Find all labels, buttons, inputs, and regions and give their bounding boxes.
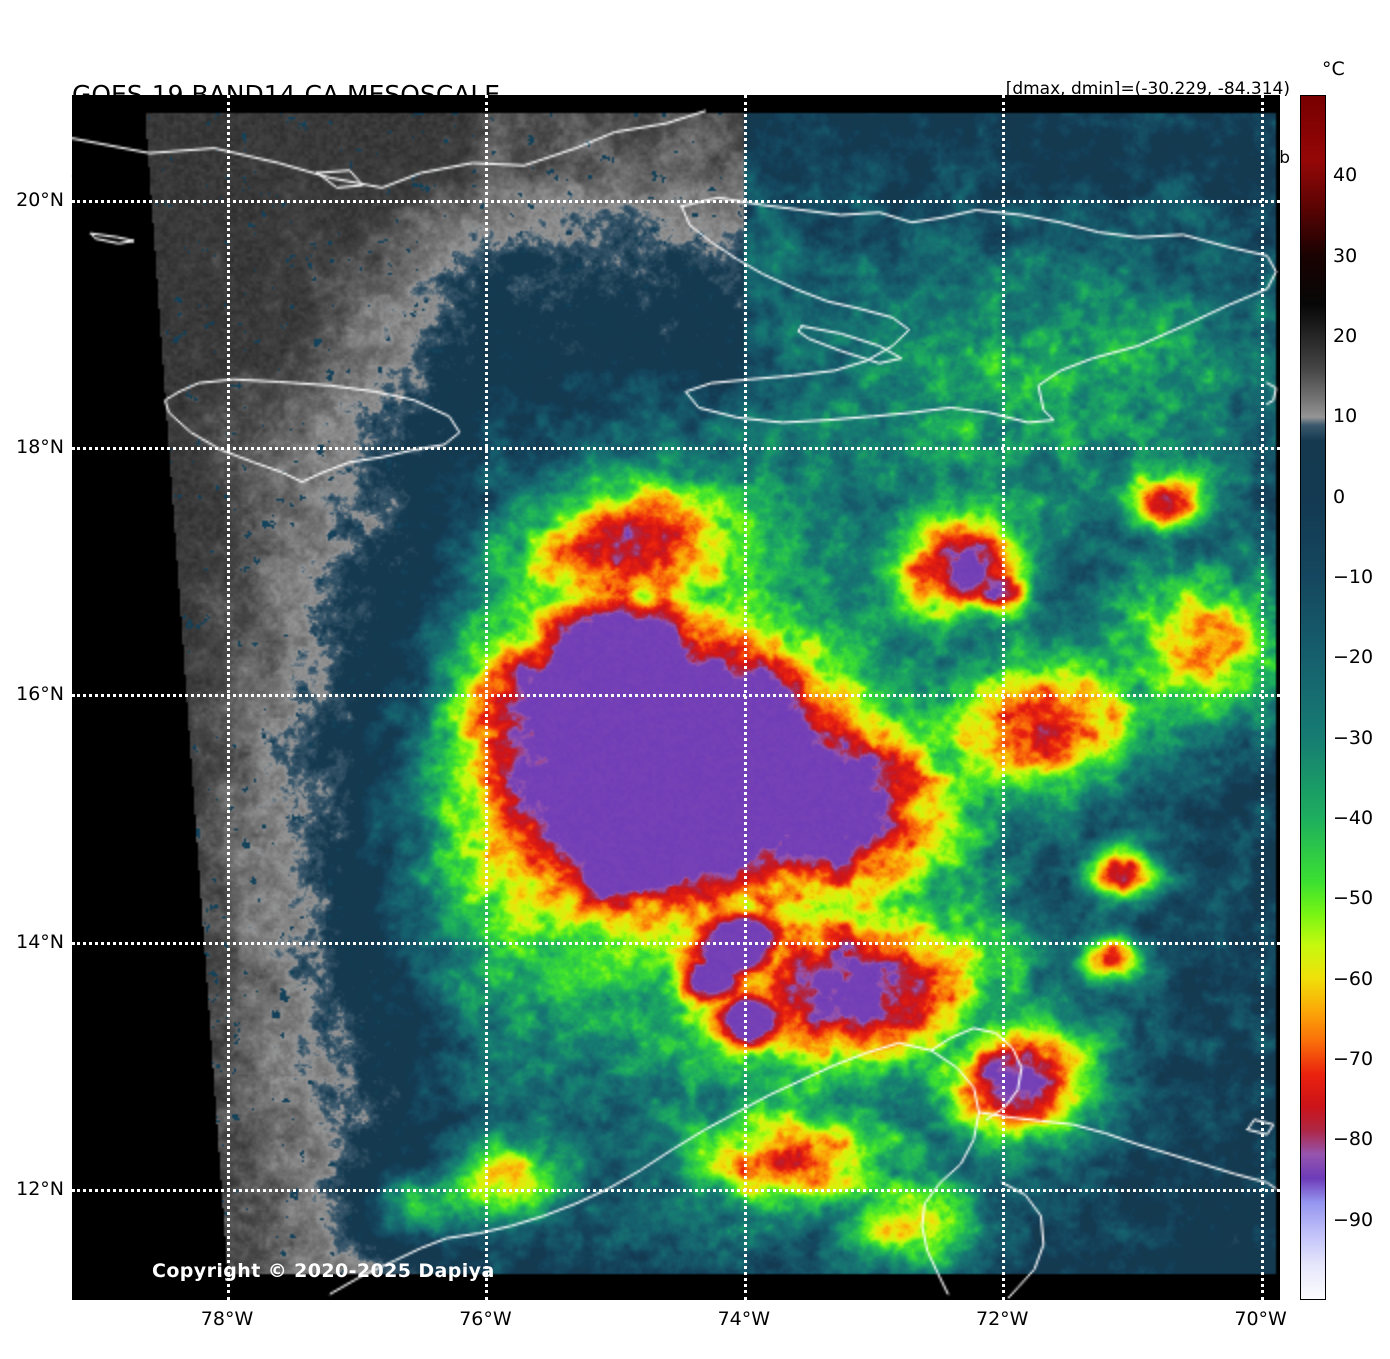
colorbar-tick-label: 10 (1333, 405, 1358, 428)
latitude-tick-label: 12°N (16, 1177, 64, 1200)
colorbar-tick-label: −90 (1333, 1208, 1374, 1231)
colorbar-tick-label: 30 (1333, 244, 1358, 267)
colorbar-tick-label: −70 (1333, 1048, 1374, 1070)
dminmax-label: [dmax, dmin]=(-30.229, -84.314) (1005, 79, 1290, 99)
longitude-tick-label: 70°W (1234, 1308, 1287, 1330)
colorbar-tick-label: −20 (1333, 646, 1374, 669)
colorbar-tick-label: −60 (1333, 967, 1374, 990)
colorbar-tick-label: 20 (1333, 325, 1358, 347)
colorbar-tick-label: −40 (1333, 807, 1374, 829)
longitude-tick-label: 72°W (975, 1308, 1029, 1330)
colorbar-tick-label: −80 (1333, 1128, 1374, 1151)
colorbar-tick-label: −10 (1333, 566, 1374, 588)
colorbar-gradient (1301, 96, 1325, 1299)
colorbar[interactable] (1300, 95, 1326, 1300)
latitude-tick-label: 20°N (16, 189, 64, 212)
copyright-label: Copyright © 2020-2025 Dapiya (152, 1260, 495, 1282)
colorbar-unit-label: °C (1322, 58, 1345, 80)
latitude-tick-label: 16°N (16, 683, 64, 706)
latitude-tick-label: 18°N (16, 436, 64, 459)
colorbar-tick-label: 40 (1333, 164, 1358, 187)
longitude-tick-label: 76°W (459, 1308, 512, 1330)
colorbar-tick-label: −50 (1333, 887, 1374, 910)
latitude-tick-label: 14°N (16, 930, 64, 953)
longitude-tick-label: 74°W (717, 1308, 771, 1330)
colorbar-tick-label: −30 (1333, 726, 1374, 749)
satellite-map-plot[interactable]: Copyright © 2020-2025 Dapiya (72, 95, 1280, 1300)
longitude-tick-label: 78°W (200, 1308, 254, 1330)
colorbar-tick-label: 0 (1333, 485, 1346, 508)
satellite-imagery-canvas (72, 95, 1280, 1300)
